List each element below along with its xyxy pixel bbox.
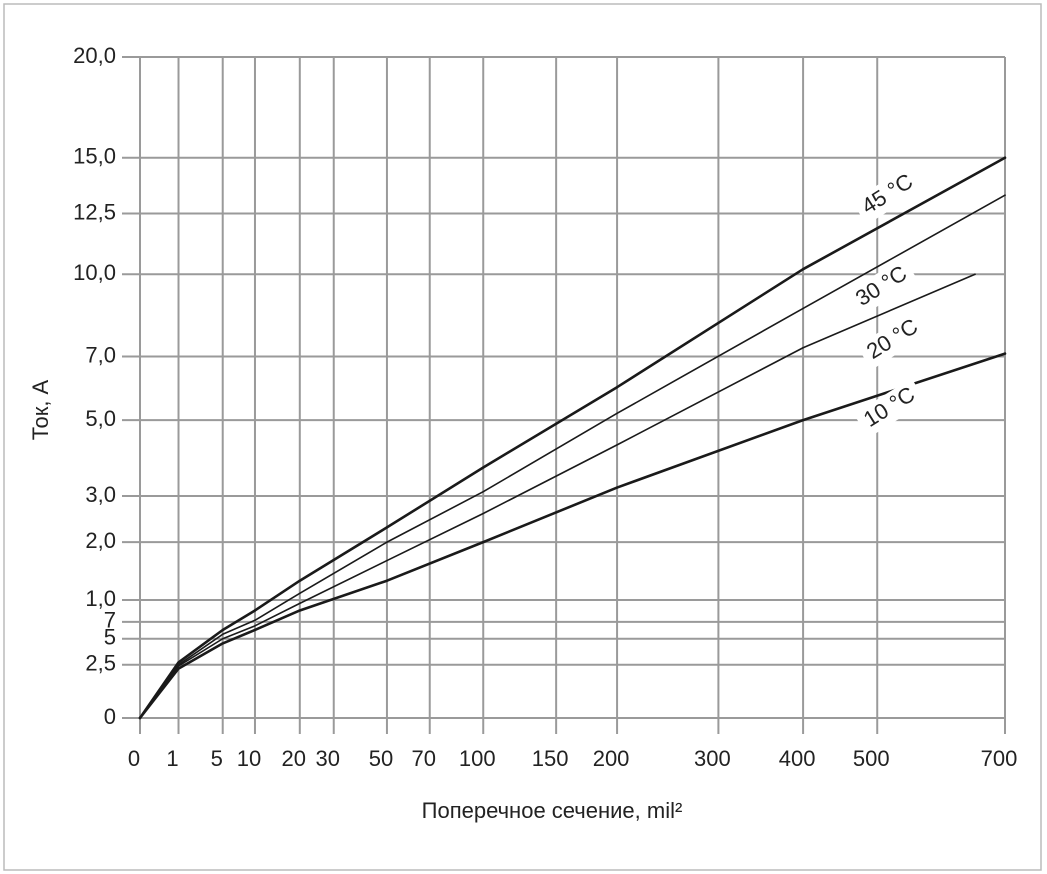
- x-tick-label: 400: [779, 746, 816, 771]
- x-tick-label: 50: [369, 746, 393, 771]
- x-tick-label: 150: [532, 746, 569, 771]
- y-tick-label: 5,0: [85, 406, 116, 431]
- y-tick-label: 3,0: [85, 482, 116, 507]
- y-axis-label: Ток, А: [28, 379, 53, 440]
- series-label-bg: [851, 165, 925, 225]
- y-tick-label: 7,0: [85, 342, 116, 367]
- x-tick-label: 200: [593, 746, 630, 771]
- x-tick-label: 20: [282, 746, 306, 771]
- y-tick-label: 0: [104, 704, 116, 729]
- x-tick-label: 0: [128, 746, 140, 771]
- x-tick-label: 1: [166, 746, 178, 771]
- y-tick-label: 20,0: [73, 43, 116, 68]
- x-tick-label: 700: [981, 746, 1018, 771]
- x-tick-label: 70: [412, 746, 436, 771]
- y-tick-label: 5: [104, 625, 116, 650]
- x-tick-label: 10: [237, 746, 261, 771]
- series-line: [138, 156, 1007, 720]
- x-tick-label: 500: [853, 746, 890, 771]
- y-tick-label: 10,0: [73, 260, 116, 285]
- series-line: [138, 352, 1007, 720]
- series-line: [139, 194, 1006, 719]
- y-tick-label: 12,5: [73, 199, 116, 224]
- series-label-bg: [845, 257, 919, 317]
- x-tick-label: 5: [211, 746, 223, 771]
- x-tick-label: 100: [459, 746, 496, 771]
- y-tick-label: 1,0: [85, 586, 116, 611]
- series-label-bg: [853, 378, 927, 438]
- x-axis-label: Поперечное сечение, mil²: [422, 798, 683, 823]
- y-tick-label: 2,5: [85, 651, 116, 676]
- y-tick-label: 2,0: [85, 528, 116, 553]
- series-line: [139, 273, 976, 719]
- frame: [3, 3, 1042, 871]
- series-label-bg: [856, 310, 930, 370]
- y-tick-label: 15,0: [73, 144, 116, 169]
- x-tick-label: 300: [694, 746, 731, 771]
- x-tick-label: 30: [316, 746, 340, 771]
- y-tick-label: 7: [104, 608, 116, 633]
